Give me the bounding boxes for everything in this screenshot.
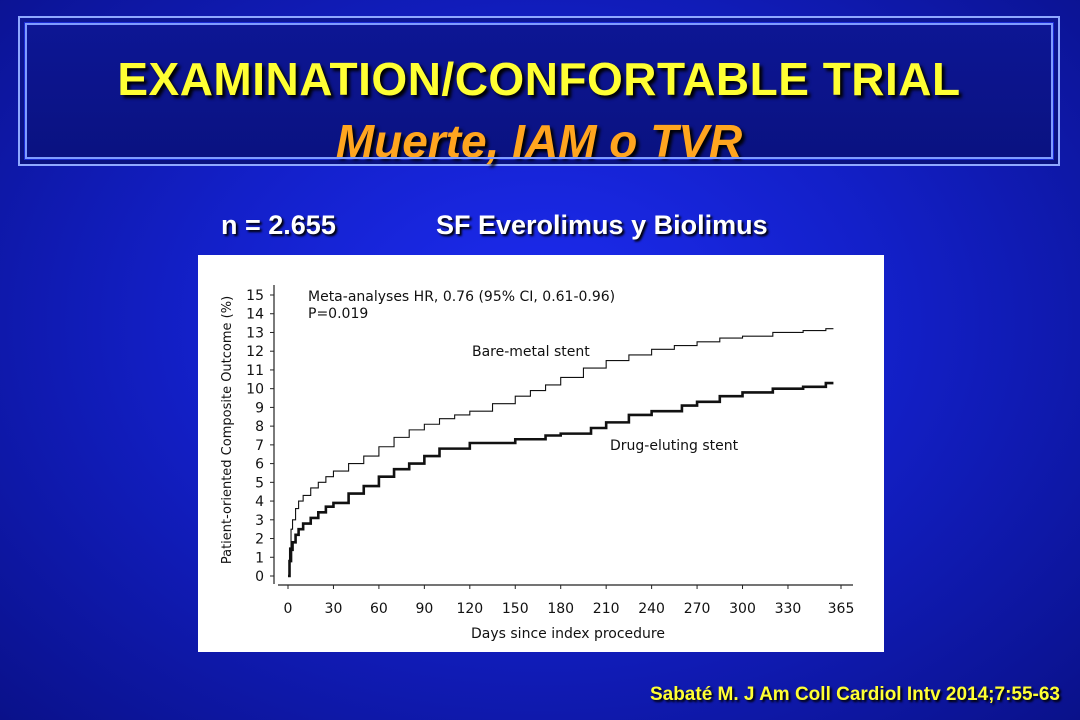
series-group (288, 328, 834, 578)
y-tick-label: 15 (246, 288, 264, 304)
x-tick-label: 30 (325, 601, 343, 617)
y-axis-label: Patient-oriented Composite Outcome (%) (220, 296, 235, 564)
y-tick-label: 4 (255, 494, 264, 510)
hr-annotation: Meta-analyses HR, 0.76 (95% CI, 0.61-0.9… (308, 289, 615, 305)
x-tick-label: 0 (284, 601, 293, 617)
y-tick-label: 14 (246, 307, 264, 323)
x-axis-label: Days since index procedure (471, 626, 665, 642)
p-value-annotation: P=0.019 (308, 306, 368, 322)
x-tick-label: 150 (502, 601, 529, 617)
x-tick-label: 270 (684, 601, 711, 617)
y-tick-label: 1 (255, 550, 264, 566)
citation: Sabaté M. J Am Coll Cardiol Intv 2014;7:… (649, 684, 1060, 705)
y-tick-label: 8 (255, 419, 264, 435)
x-tick-label: 365 (828, 601, 855, 617)
stent-type-label: SF Everolimus y Biolimus (436, 210, 768, 240)
y-tick-label: 11 (246, 363, 264, 379)
y-tick-label: 13 (246, 325, 264, 341)
y-tick-label: 3 (255, 513, 264, 529)
x-tick-label: 330 (775, 601, 802, 617)
series-label-drug-eluting: Drug-eluting stent (610, 438, 739, 454)
y-tick-label: 12 (246, 344, 264, 360)
y-tick-label: 7 (255, 438, 264, 454)
x-tick-label: 300 (729, 601, 756, 617)
y-tick-label: 5 (255, 475, 264, 491)
title-box: EXAMINATION/CONFORTABLE TRIAL Muerte, IA… (18, 16, 1060, 167)
y-tick-label: 9 (255, 400, 264, 416)
series-line-bare-metal (288, 328, 834, 577)
slide-subtitle: Muerte, IAM o TVR (335, 115, 743, 167)
x-tick-label: 90 (415, 601, 433, 617)
x-tick-label: 210 (593, 601, 620, 617)
x-tick-label: 180 (547, 601, 574, 617)
y-tick-label: 6 (255, 457, 264, 473)
x-tick-label: 240 (638, 601, 665, 617)
series-line-drug-eluting (288, 381, 834, 578)
y-tick-label: 10 (246, 382, 264, 398)
chart-panel: 0 1 2 3 4 5 6 7 8 9 10 11 12 13 14 15 0 30 60 90 120 150 180 2… (198, 255, 884, 652)
x-axis: 0 30 60 90 120 150 180 210 240 270 300 330 365 (278, 584, 855, 617)
y-tick-label: 0 (255, 569, 264, 585)
series-label-bare-metal: Bare-metal stent (472, 344, 590, 360)
x-tick-label: 120 (456, 601, 483, 617)
slide-title: EXAMINATION/CONFORTABLE TRIAL (117, 53, 961, 105)
sample-size-label: n = 2.655 (221, 210, 336, 240)
x-tick-label: 60 (370, 601, 388, 617)
y-tick-label: 2 (255, 532, 264, 548)
